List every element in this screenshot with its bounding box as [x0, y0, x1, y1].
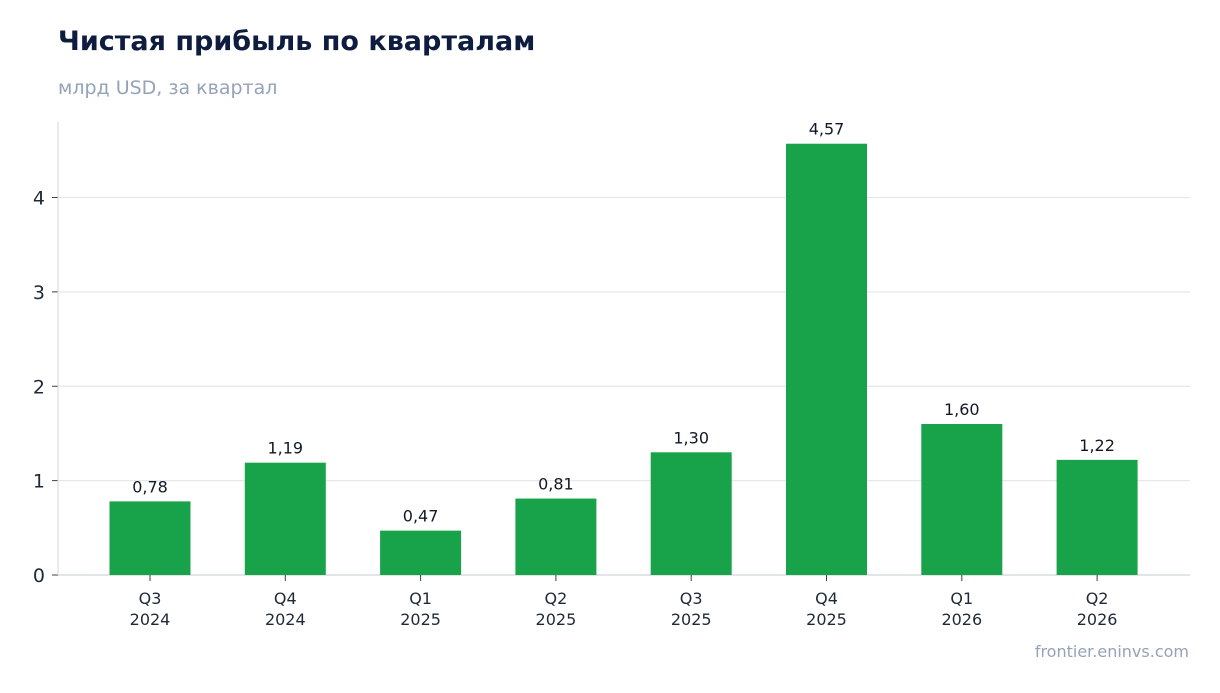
tick-label-x-quarter-7: Q2	[1086, 589, 1109, 608]
tick-label-x-year-6: 2026	[941, 610, 982, 629]
bar-4	[650, 452, 732, 575]
tick-label-x-quarter-2: Q1	[409, 589, 432, 608]
chart-subtitle: млрд USD, за квартал	[58, 77, 278, 99]
chart-title: Чистая прибыль по кварталам	[58, 26, 536, 57]
data-label-6: 1,60	[944, 400, 980, 419]
tick-label-y-2: 2	[33, 376, 45, 398]
tick-label-x-quarter-1: Q4	[274, 589, 297, 608]
source-credit: frontier.eninvs.com	[1034, 642, 1189, 661]
tick-label-x-year-0: 2024	[130, 610, 171, 629]
bar-2	[380, 530, 462, 575]
bar-1	[244, 462, 326, 575]
data-label-5: 4,57	[809, 120, 845, 139]
tick-label-x-year-4: 2025	[671, 610, 712, 629]
data-label-3: 0,81	[538, 475, 574, 494]
tick-label-x-quarter-0: Q3	[139, 589, 162, 608]
tick-label-y-4: 4	[33, 188, 45, 210]
bar-7	[1056, 459, 1138, 575]
tick-label-y-1: 1	[33, 471, 45, 493]
tick-label-x-year-1: 2024	[265, 610, 306, 629]
data-label-2: 0,47	[403, 507, 439, 526]
data-label-0: 0,78	[132, 477, 168, 496]
bar-0	[109, 501, 191, 575]
tick-label-x-year-7: 2026	[1077, 610, 1118, 629]
tick-label-x-quarter-4: Q3	[680, 589, 703, 608]
tick-label-y-3: 3	[33, 282, 45, 304]
tick-label-x-year-5: 2025	[806, 610, 847, 629]
data-label-7: 1,22	[1079, 436, 1115, 455]
tick-label-x-year-3: 2025	[536, 610, 577, 629]
bar-5	[786, 143, 867, 576]
data-label-1: 1,19	[267, 439, 303, 458]
tick-label-y-0: 0	[33, 565, 45, 587]
tick-label-x-year-2: 2025	[400, 610, 441, 629]
tick-label-x-quarter-3: Q2	[545, 589, 568, 608]
bar-3	[515, 498, 597, 575]
bar-6	[921, 424, 1003, 575]
data-label-4: 1,30	[673, 428, 709, 447]
tick-label-x-quarter-5: Q4	[815, 589, 838, 608]
tick-label-x-quarter-6: Q1	[950, 589, 973, 608]
